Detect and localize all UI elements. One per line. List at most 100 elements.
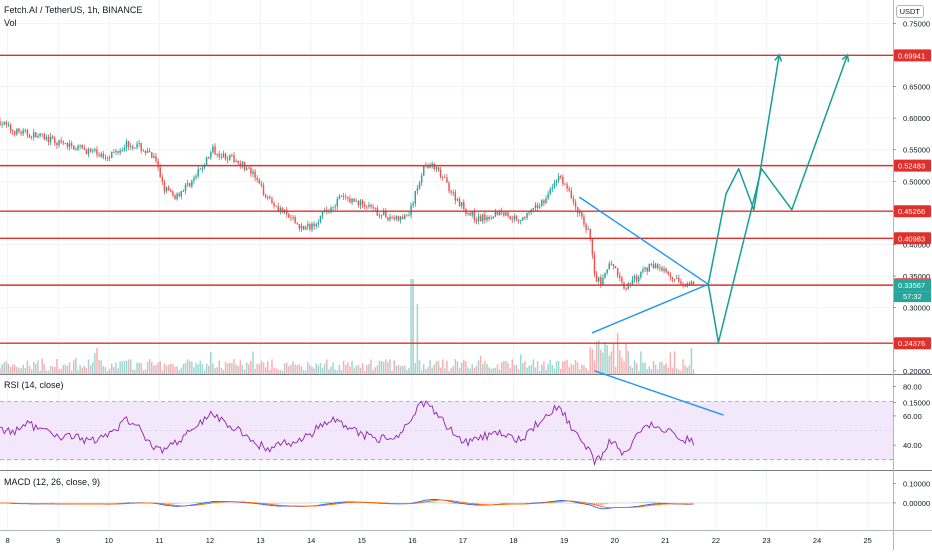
volume-bar — [20, 368, 21, 374]
candle — [609, 264, 610, 270]
volume-bar — [261, 361, 262, 374]
volume-bar — [474, 368, 475, 374]
volume-bar — [429, 360, 430, 374]
price-label-text: 0.40983 — [898, 234, 925, 243]
candle — [547, 194, 548, 199]
volume-bar — [16, 367, 17, 374]
candle — [174, 195, 175, 199]
volume-bar — [98, 360, 99, 374]
volume-bar — [67, 366, 68, 374]
volume-bar — [52, 366, 53, 374]
volume-bar — [469, 369, 470, 374]
volume-bar — [84, 366, 85, 374]
candle — [503, 212, 504, 215]
volume-bar — [8, 364, 9, 374]
candle — [621, 278, 622, 283]
price-label-text: 0.45266 — [898, 207, 925, 216]
volume-bar — [60, 369, 61, 374]
volume-bar — [275, 368, 276, 374]
volume-bar — [212, 363, 213, 374]
volume-bar — [644, 362, 645, 374]
volume-bar — [375, 367, 376, 374]
volume-bar — [571, 364, 572, 374]
candle — [450, 191, 451, 193]
volume-bar — [181, 368, 182, 374]
volume-bar — [638, 371, 639, 374]
volume-bar — [377, 366, 378, 374]
candle — [495, 211, 496, 216]
candle — [537, 205, 538, 208]
candle — [453, 192, 454, 193]
candle — [52, 137, 53, 139]
candle — [613, 264, 614, 266]
volume-bar — [421, 370, 422, 374]
candle — [646, 268, 647, 272]
volume-bar — [145, 369, 146, 374]
volume-bar — [313, 369, 314, 374]
candle — [60, 140, 61, 142]
candle — [197, 169, 198, 176]
volume-bar — [415, 363, 416, 374]
volume-bar — [318, 366, 319, 374]
candle — [478, 216, 479, 221]
volume-bar — [267, 361, 268, 374]
volume-bar — [170, 364, 171, 374]
candle — [20, 132, 21, 134]
candle — [474, 212, 475, 220]
volume-bar — [653, 361, 654, 374]
candle — [119, 150, 120, 153]
candle — [273, 203, 274, 206]
time-tick-label: 23 — [762, 536, 770, 545]
volume-bar — [535, 367, 536, 374]
candle — [132, 146, 133, 148]
volume-bar — [501, 362, 502, 374]
candle — [345, 197, 346, 198]
macd-hist-bar — [598, 503, 599, 505]
candle — [543, 200, 544, 203]
candle — [400, 217, 401, 221]
volume-bar — [417, 304, 418, 374]
volume-bar — [602, 353, 603, 374]
volume-bar — [385, 359, 386, 374]
volume-bar — [157, 363, 158, 374]
volume-bar — [240, 360, 241, 374]
candle — [206, 157, 207, 165]
volume-bar — [520, 354, 521, 374]
volume-bar — [96, 348, 97, 374]
volume-bar — [646, 369, 647, 374]
volume-bar — [691, 348, 692, 374]
candle — [219, 154, 220, 157]
candle — [6, 122, 7, 125]
volume-bar — [396, 366, 397, 374]
candle — [469, 213, 470, 215]
volume-bar — [237, 366, 238, 374]
volume-bar — [655, 365, 656, 374]
candle — [143, 151, 144, 152]
candle — [672, 277, 673, 279]
volume-bar — [611, 351, 612, 374]
currency-badge[interactable]: USDT — [896, 5, 924, 18]
volume-bar — [585, 368, 586, 374]
volume-bar — [627, 351, 628, 374]
volume-bar — [543, 361, 544, 374]
candle — [442, 177, 443, 178]
candle — [0, 121, 1, 125]
candle — [598, 277, 599, 281]
volume-bar — [210, 352, 211, 374]
candle — [63, 142, 64, 143]
volume-bar — [115, 363, 116, 374]
volume-bar — [214, 368, 215, 374]
candle — [594, 255, 595, 274]
candle — [278, 206, 279, 211]
volume-bar — [54, 367, 55, 374]
price-label-text: 0.69941 — [898, 51, 925, 60]
volume-bar — [649, 366, 650, 374]
volume-bar — [305, 371, 306, 374]
volume-bar — [46, 371, 47, 374]
candle — [349, 198, 350, 202]
volume-bar — [189, 361, 190, 374]
candle — [461, 202, 462, 206]
candle — [438, 167, 439, 170]
